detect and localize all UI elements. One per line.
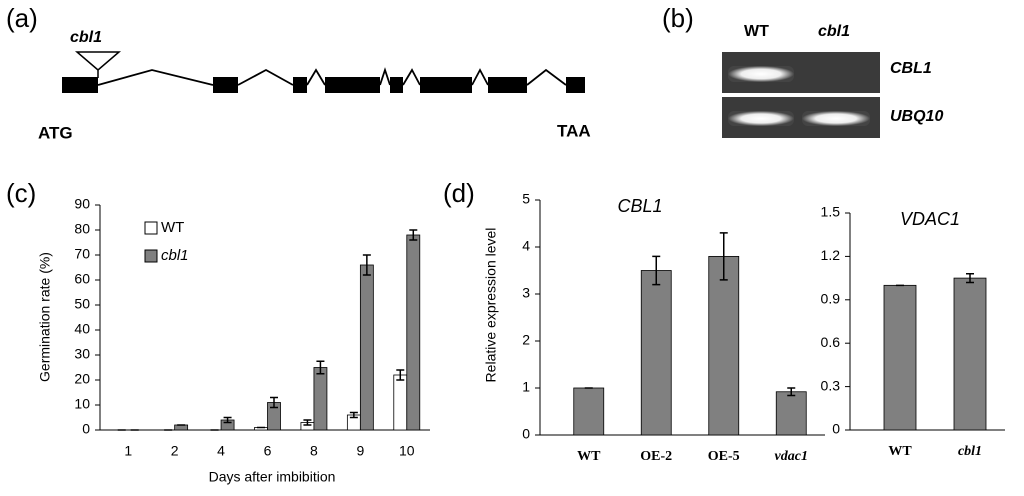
bar xyxy=(708,255,740,436)
lane-label: cbl1 xyxy=(818,23,850,40)
x-tick-label: 2 xyxy=(171,443,179,459)
bar xyxy=(393,374,408,431)
exons xyxy=(62,77,585,93)
y-tick-label: 50 xyxy=(74,296,90,312)
legend-swatch xyxy=(144,221,158,235)
bar xyxy=(883,284,917,431)
insertion-label: cbl1 xyxy=(70,29,102,46)
error-bar xyxy=(303,419,312,426)
error-bar xyxy=(396,369,405,381)
y-tick-label: 30 xyxy=(74,346,90,362)
bar xyxy=(313,367,328,431)
x-tick-label: WT xyxy=(888,444,912,459)
y-tick-label: 0.6 xyxy=(821,334,841,350)
x-tick-label: 9 xyxy=(356,443,364,459)
gene-label: UBQ10 xyxy=(890,108,943,125)
x-tick-label: 8 xyxy=(310,443,318,459)
error-bar xyxy=(787,387,796,397)
y-tick-label: 60 xyxy=(74,271,90,287)
error-bar xyxy=(316,360,325,375)
x-tick-label: 4 xyxy=(217,443,225,459)
y-tick-label: 3 xyxy=(522,285,530,301)
insertion-marker xyxy=(74,51,122,78)
y-tick-label: 5 xyxy=(522,191,530,207)
y-tick-label: 90 xyxy=(74,196,90,212)
bar xyxy=(640,270,672,436)
chart-title: VDAC1 xyxy=(900,209,960,229)
gene-label: CBL1 xyxy=(890,60,932,77)
error-bar xyxy=(223,416,232,424)
introns xyxy=(97,67,567,86)
y-tick-label: 1.2 xyxy=(821,247,841,263)
error-bar xyxy=(362,254,371,276)
x-tick-label: 10 xyxy=(399,443,415,459)
y-tick-label: 0.3 xyxy=(821,377,841,393)
y-tick-label: 0 xyxy=(832,421,840,437)
bar xyxy=(359,264,374,431)
y-tick-label: 0 xyxy=(522,426,530,442)
legend-label: cbl1 xyxy=(161,247,189,264)
panel-label: (a) xyxy=(6,3,38,33)
legend-label: WT xyxy=(161,219,184,236)
error-bar xyxy=(409,229,418,241)
panel-label: (b) xyxy=(662,3,694,33)
y-axis-label: Relative expression level xyxy=(483,228,499,383)
x-tick-label: WT xyxy=(577,449,601,464)
y-tick-label: 20 xyxy=(74,371,90,387)
y-tick-label: 1 xyxy=(522,379,530,395)
x-tick-label: OE-5 xyxy=(708,449,740,464)
panel-label: (d) xyxy=(443,178,475,208)
y-tick-label: 70 xyxy=(74,246,90,262)
y-tick-label: 1.5 xyxy=(821,204,841,220)
error-bar xyxy=(270,396,278,409)
x-axis-label: Days after imbibition xyxy=(209,469,336,485)
y-tick-label: 10 xyxy=(74,396,90,412)
x-tick-label: 1 xyxy=(124,443,132,459)
error-bar xyxy=(966,273,974,284)
y-tick-label: 40 xyxy=(74,321,90,337)
y-tick-label: 4 xyxy=(522,238,530,254)
error-bar xyxy=(349,411,358,419)
y-tick-label: 0 xyxy=(82,421,90,437)
stop-codon: TAA xyxy=(557,121,591,140)
x-tick-label: 6 xyxy=(264,443,272,459)
lane-label: WT xyxy=(744,23,769,40)
y-tick-label: 2 xyxy=(522,332,530,348)
panel-label: (c) xyxy=(6,178,36,208)
error-bar xyxy=(652,255,661,286)
x-tick-label: cbl1 xyxy=(958,444,982,459)
bar xyxy=(573,387,605,436)
error-bar xyxy=(719,232,728,281)
gel xyxy=(722,52,880,138)
start-codon: ATG xyxy=(38,123,73,142)
bar xyxy=(953,277,987,431)
y-tick-label: 0.9 xyxy=(821,291,841,307)
y-tick-label: 80 xyxy=(74,221,90,237)
chart-title: CBL1 xyxy=(617,196,662,216)
x-tick-label: vdac1 xyxy=(775,449,808,464)
x-tick-label: OE-2 xyxy=(640,449,672,464)
legend-swatch xyxy=(144,249,158,263)
y-axis-label: Germination rate (%) xyxy=(37,252,53,382)
bar xyxy=(406,234,421,431)
bar xyxy=(775,391,807,436)
